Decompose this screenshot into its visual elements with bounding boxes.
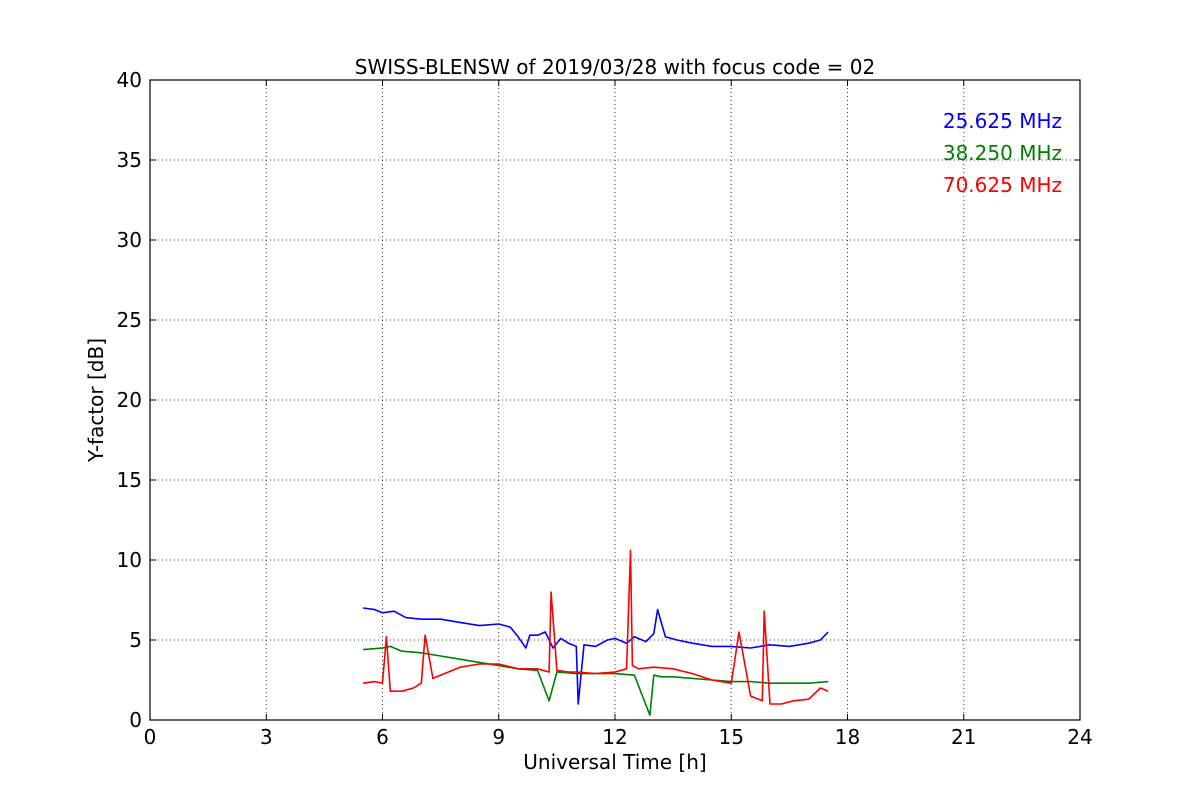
x-tick-label: 0 bbox=[144, 725, 157, 749]
series-line-1 bbox=[362, 607, 829, 705]
x-tick-label: 9 bbox=[492, 725, 505, 749]
legend-entry-2: 38.250 MHz bbox=[943, 141, 1062, 165]
y-tick-label: 15 bbox=[117, 468, 142, 492]
y-tick-label: 30 bbox=[117, 228, 142, 252]
series-line-3 bbox=[362, 549, 829, 705]
y-tick-label: 20 bbox=[117, 388, 142, 412]
y-tick-label: 35 bbox=[117, 148, 142, 172]
legend: 25.625 MHz 38.250 MHz 70.625 MHz bbox=[943, 109, 1062, 197]
y-axis-label: Y-factor [dB] bbox=[84, 338, 108, 463]
x-tick-label: 21 bbox=[951, 725, 976, 749]
legend-entry-3: 70.625 MHz bbox=[943, 173, 1062, 197]
chart-title: SWISS-BLENSW of 2019/03/28 with focus co… bbox=[355, 55, 876, 79]
x-tick-label: 18 bbox=[835, 725, 860, 749]
ticks: 0 3 6 9 12 15 18 21 24 0 5 10 15 20 25 30 35 40 bbox=[117, 68, 1093, 749]
legend-entry-1: 25.625 MHz bbox=[943, 109, 1062, 133]
x-tick-label: 12 bbox=[602, 725, 627, 749]
y-tick-label: 25 bbox=[117, 308, 142, 332]
y-tick-label: 0 bbox=[129, 708, 142, 732]
y-tick-label: 5 bbox=[129, 628, 142, 652]
x-tick-label: 24 bbox=[1067, 725, 1092, 749]
y-tick-label: 10 bbox=[117, 548, 142, 572]
grid bbox=[150, 80, 1080, 720]
x-tick-label: 15 bbox=[719, 725, 744, 749]
y-tick-label: 40 bbox=[117, 68, 142, 92]
x-tick-label: 6 bbox=[376, 725, 389, 749]
plot-series bbox=[362, 549, 829, 717]
x-tick-label: 3 bbox=[260, 725, 273, 749]
x-axis-label: Universal Time [h] bbox=[523, 750, 706, 774]
